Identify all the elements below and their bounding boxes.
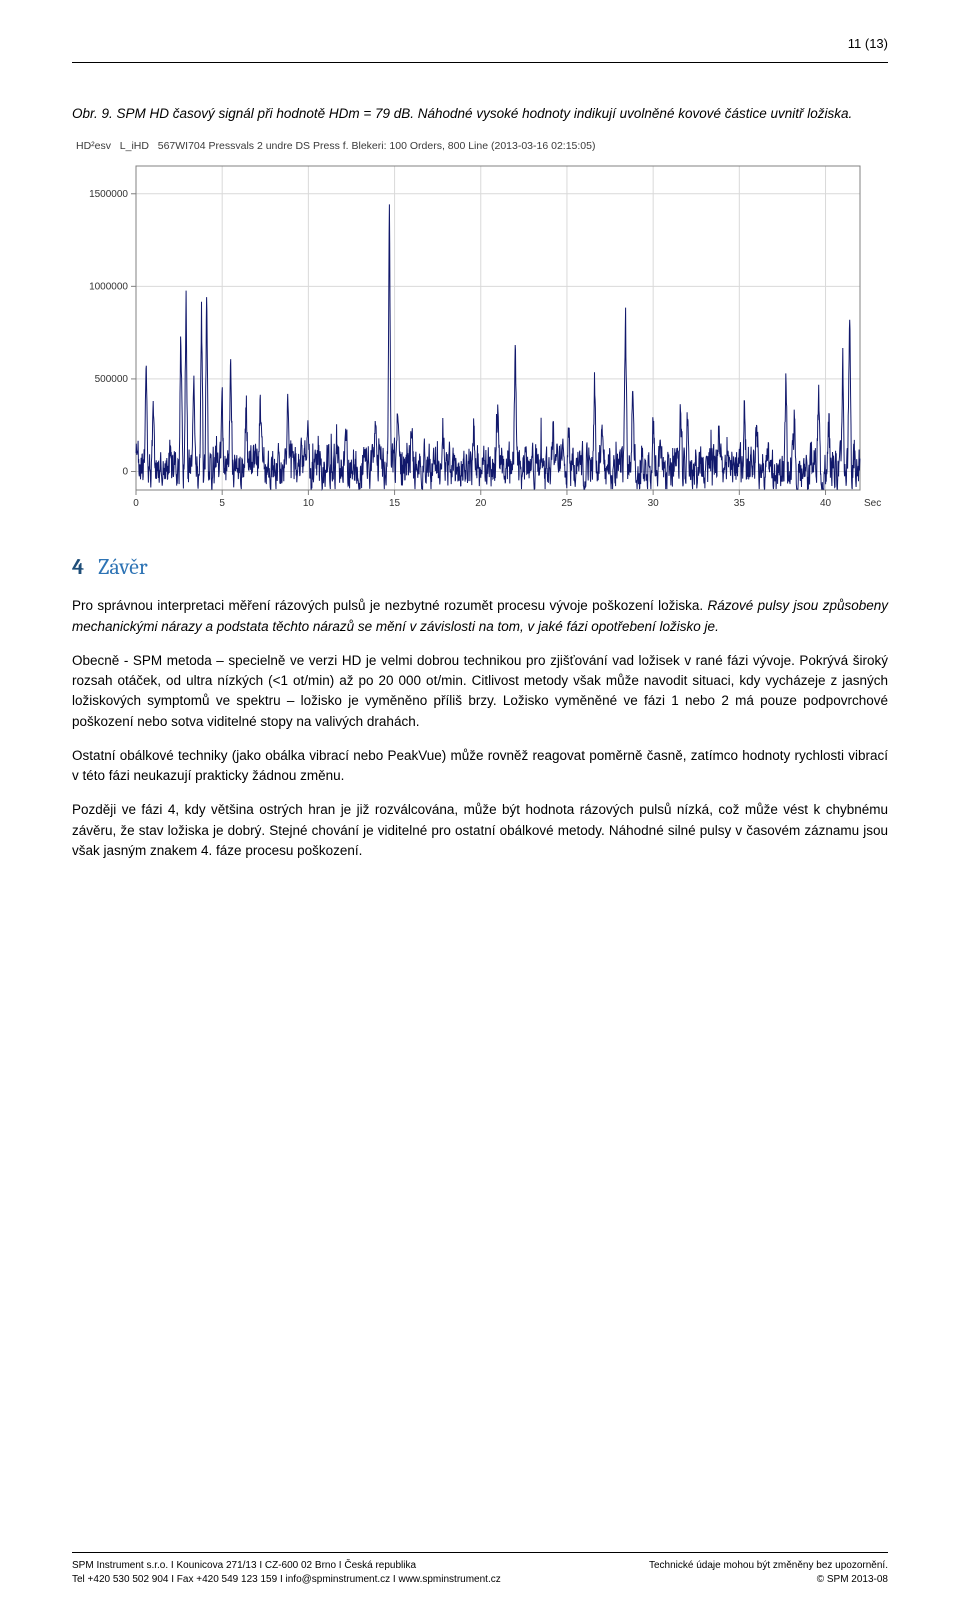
figure-caption: Obr. 9. SPM HD časový signál při hodnotě… — [72, 104, 888, 124]
chart-meta-text: 567WI704 Pressvals 2 undre DS Press f. B… — [158, 140, 596, 152]
footer-right-line1: Technické údaje mohou být změněny bez up… — [649, 1559, 888, 1573]
svg-text:Sec: Sec — [864, 498, 881, 509]
paragraph-2: Obecně - SPM metoda – specielně ve verzi… — [72, 651, 888, 732]
svg-text:40: 40 — [820, 498, 832, 509]
footer-left-line1: SPM Instrument s.r.o. I Kounicova 271/13… — [72, 1559, 501, 1573]
chart-container: HD²esv L_iHD 567WI704 Pressvals 2 undre … — [72, 138, 888, 518]
svg-text:1000000: 1000000 — [89, 282, 128, 293]
paragraph-4: Později ve fázi 4, kdy většina ostrých h… — [72, 800, 888, 861]
svg-text:5: 5 — [219, 498, 225, 509]
footer-left: SPM Instrument s.r.o. I Kounicova 271/13… — [72, 1559, 501, 1587]
paragraph-3: Ostatní obálkové techniky (jako obálka v… — [72, 746, 888, 787]
svg-text:30: 30 — [648, 498, 660, 509]
svg-text:10: 10 — [303, 498, 315, 509]
footer-right: Technické údaje mohou být změněny bez up… — [649, 1559, 888, 1587]
svg-text:25: 25 — [561, 498, 573, 509]
chart-param: HD²esv — [76, 140, 111, 152]
svg-text:15: 15 — [389, 498, 401, 509]
svg-text:20: 20 — [475, 498, 487, 509]
footer-left-line2: Tel +420 530 502 904 I Fax +420 549 123 … — [72, 1573, 501, 1587]
header-rule — [72, 62, 888, 63]
svg-text:0: 0 — [122, 467, 128, 478]
footer-right-line2: © SPM 2013-08 — [649, 1573, 888, 1587]
svg-text:500000: 500000 — [95, 374, 129, 385]
page-footer: SPM Instrument s.r.o. I Kounicova 271/13… — [72, 1552, 888, 1587]
svg-text:35: 35 — [734, 498, 746, 509]
svg-text:1500000: 1500000 — [89, 189, 128, 200]
section-title: Závěr — [98, 554, 147, 580]
chart-hd-label: L_iHD — [120, 140, 149, 152]
para1-plain: Pro správnou interpretaci měření rázovýc… — [72, 598, 708, 613]
svg-text:0: 0 — [133, 498, 139, 509]
page-number: 11 (13) — [848, 36, 888, 51]
paragraph-1: Pro správnou interpretaci měření rázovýc… — [72, 596, 888, 637]
section-number: 4 — [72, 554, 84, 580]
chart-meta: HD²esv L_iHD 567WI704 Pressvals 2 undre … — [72, 138, 888, 158]
signal-chart: 0 500000 1000000 1500000 0 5 10 15 20 25 30 35 40 Sec — [72, 158, 888, 518]
section-heading: 4 Závěr — [72, 554, 888, 580]
